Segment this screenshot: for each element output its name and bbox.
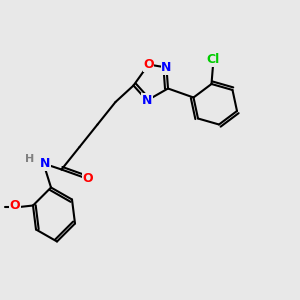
Text: H: H bbox=[26, 154, 34, 164]
Text: O: O bbox=[10, 199, 20, 212]
Text: O: O bbox=[143, 58, 154, 71]
Text: N: N bbox=[40, 157, 50, 170]
Text: Cl: Cl bbox=[206, 53, 220, 66]
Text: N: N bbox=[161, 61, 172, 74]
Text: O: O bbox=[82, 172, 93, 185]
Text: N: N bbox=[142, 94, 152, 107]
